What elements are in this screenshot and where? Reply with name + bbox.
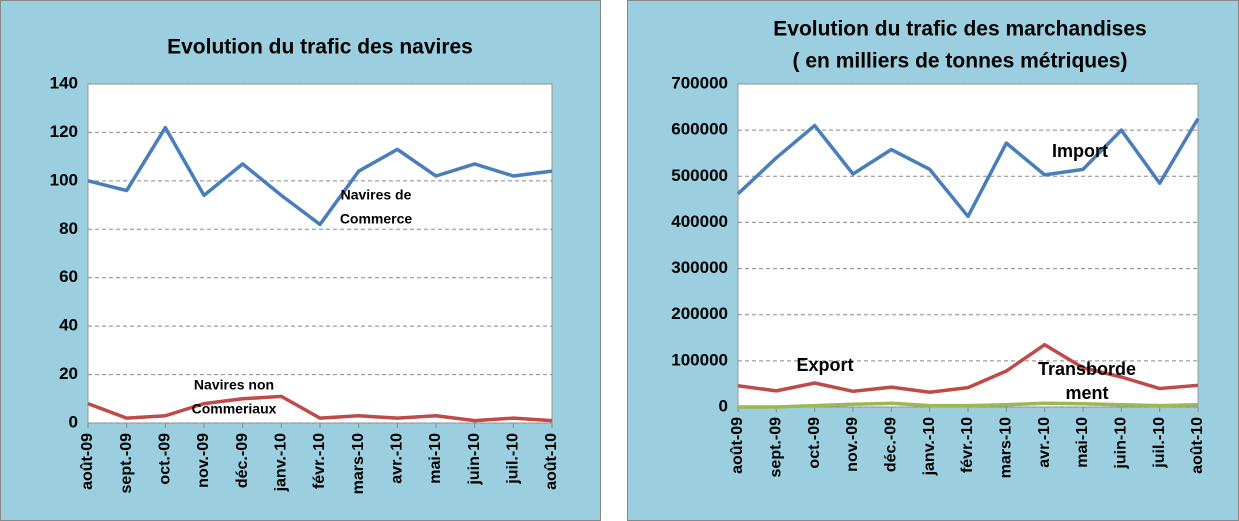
x-tick-label: janv.-10 [273, 433, 290, 493]
chart-title: Evolution du trafic des navires [167, 36, 473, 59]
y-tick-label: 0 [719, 396, 728, 415]
y-tick-label: 100 [50, 170, 78, 189]
x-tick-label: févr.-10 [311, 433, 328, 489]
y-tick-label: 140 [50, 73, 78, 92]
series-line [87, 125, 553, 227]
annotation: Export [796, 355, 853, 375]
y-tick-label: 40 [59, 316, 78, 335]
y-tick-label: 500000 [671, 166, 728, 185]
x-tick-label: juin-10 [466, 433, 483, 486]
x-tick-label: mai-10 [1074, 417, 1091, 468]
y-tick-label: 400000 [671, 212, 728, 231]
plot-area [87, 83, 553, 424]
x-tick-label: juil.-10 [1151, 417, 1168, 469]
x-tick-label: sept.-09 [768, 417, 785, 478]
series-line [736, 117, 1200, 219]
x-tick-label: oct.-09 [806, 417, 823, 469]
x-tick-label: août-10 [1189, 417, 1206, 474]
x-tick-label: sept.-09 [118, 433, 135, 494]
x-tick-label: avr.-10 [389, 433, 406, 484]
y-tick-label: 60 [59, 267, 78, 286]
annotation: Navires non [194, 377, 274, 393]
y-tick-label: 0 [69, 412, 78, 431]
series-line [87, 394, 553, 423]
series-line [737, 342, 1199, 394]
x-tick-label: avr.-10 [1036, 417, 1053, 468]
x-tick-label: nov.-09 [195, 433, 212, 488]
plot-area [737, 83, 1199, 408]
annotation: Transborde [1038, 359, 1136, 379]
series-line [738, 401, 1199, 409]
x-tick-label: déc.-09 [234, 433, 251, 488]
x-tick-label: août-09 [729, 417, 746, 474]
y-tick-label: 200000 [671, 304, 728, 323]
chart-title: Evolution du trafic des marchandises [773, 18, 1146, 41]
x-tick-label: août-10 [543, 433, 560, 490]
y-tick-label: 300000 [671, 258, 728, 277]
annotation: Import [1052, 141, 1108, 161]
annotation: Navires de [341, 187, 412, 203]
annotation: Commeriaux [192, 401, 277, 417]
chart-subtitle: ( en milliers de tonnes métriques) [793, 50, 1128, 73]
x-tick-label: juil.-10 [505, 433, 522, 485]
x-tick-label: mars-10 [350, 433, 367, 494]
x-tick-label: mai-10 [427, 433, 444, 484]
y-tick-label: 100000 [671, 350, 728, 369]
x-tick-label: nov.-09 [844, 417, 861, 472]
x-tick-label: mars-10 [998, 417, 1015, 478]
y-tick-label: 120 [50, 122, 78, 141]
y-tick-label: 600000 [671, 120, 728, 139]
x-tick-label: août-09 [79, 433, 96, 490]
annotation: ment [1065, 383, 1108, 403]
annotation: Commerce [340, 211, 413, 227]
x-tick-label: févr.-10 [959, 417, 976, 473]
x-tick-label: oct.-09 [157, 433, 174, 485]
x-tick-label: déc.-09 [883, 417, 900, 472]
y-tick-label: 80 [59, 219, 78, 238]
x-tick-label: juin-10 [1113, 417, 1130, 470]
y-tick-label: 20 [59, 364, 78, 383]
y-tick-label: 700000 [671, 73, 728, 92]
x-tick-label: janv.-10 [921, 417, 938, 477]
